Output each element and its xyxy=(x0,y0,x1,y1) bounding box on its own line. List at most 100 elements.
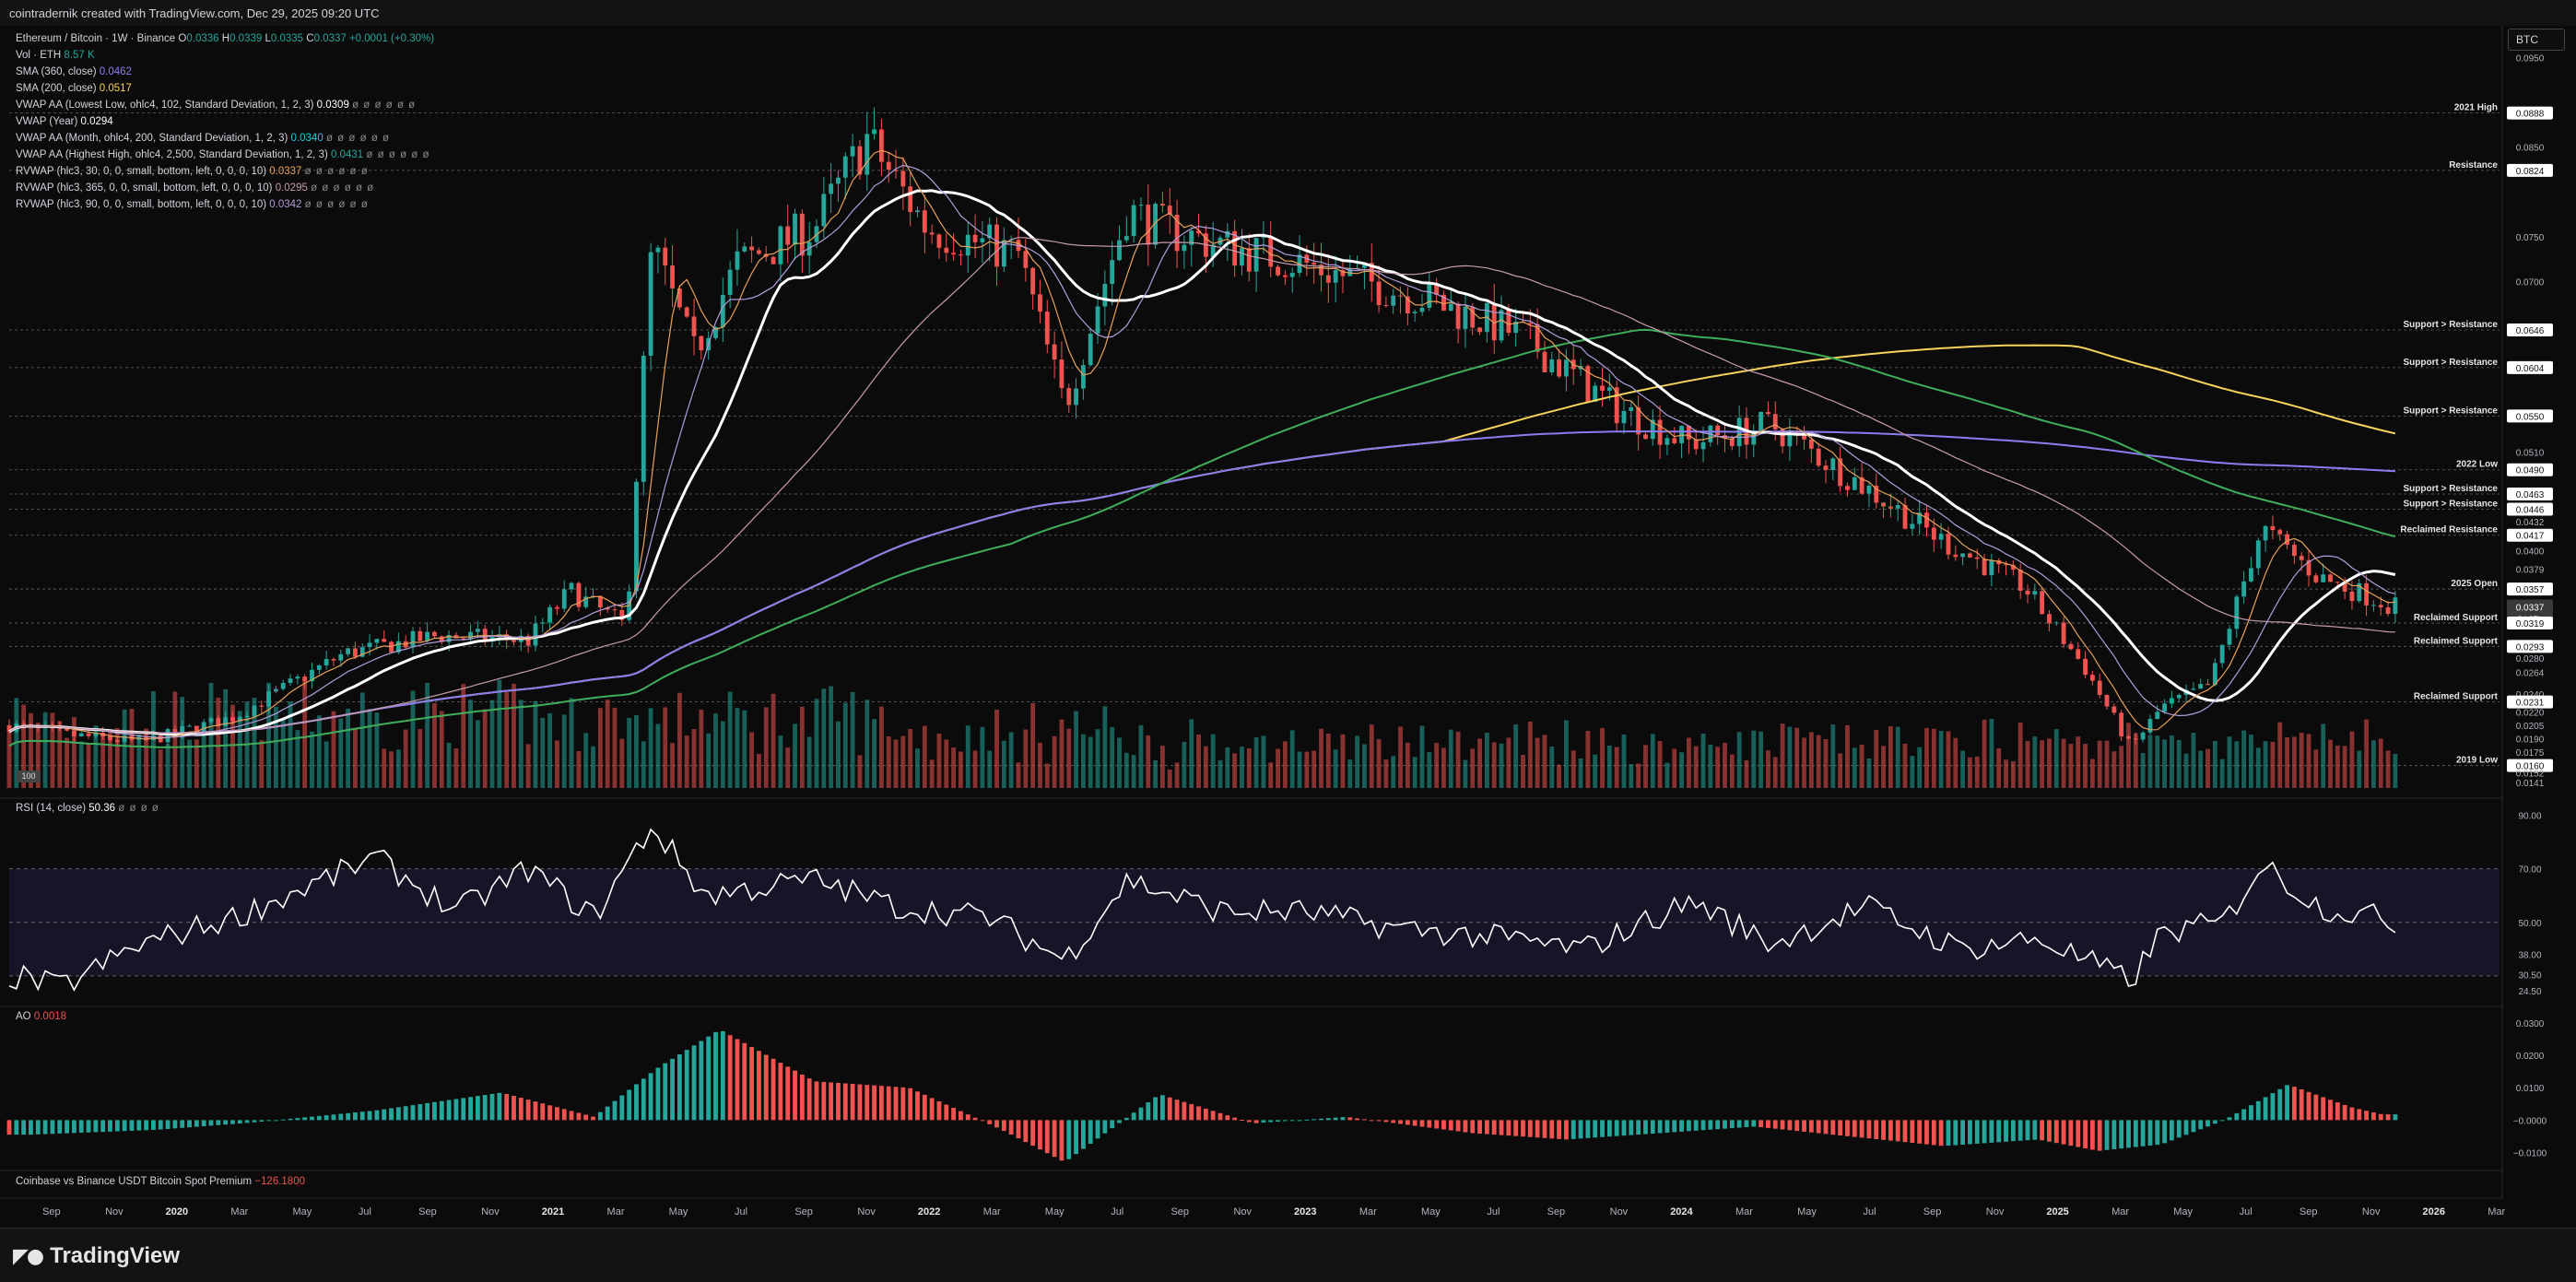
ao-bar xyxy=(1268,1120,1274,1123)
indicator-label: RVWAP (hlc3, 30, 0, 0, small, bottom, le… xyxy=(16,166,267,177)
candle-body xyxy=(576,582,582,607)
candle-body xyxy=(857,146,863,175)
ao-bar xyxy=(540,1103,546,1121)
volume-bar xyxy=(641,741,646,788)
legend-indicator-row[interactable]: SMA (200, close) 0.0517 xyxy=(16,80,434,97)
ao-bar xyxy=(1167,1097,1172,1121)
ao-bar xyxy=(439,1100,444,1121)
x-axis-label: 2022 xyxy=(918,1206,940,1217)
volume-bar xyxy=(461,684,466,788)
volume-bar xyxy=(1405,742,1410,788)
ao-bar xyxy=(1542,1120,1547,1138)
volume-bar xyxy=(1261,735,1266,788)
ao-bar xyxy=(1276,1120,1280,1122)
x-axis-label: Mar xyxy=(983,1206,1001,1217)
rsi-legend[interactable]: RSI (14, close) 50.36 ø ø ø ø xyxy=(16,803,159,814)
ao-bar xyxy=(1700,1120,1706,1131)
candle-body xyxy=(2010,565,2016,570)
volume-bar xyxy=(1549,747,1555,788)
candle-body xyxy=(395,641,401,653)
candle-body xyxy=(1282,275,1288,277)
volume-bar xyxy=(2170,735,2174,788)
legend-indicator-row[interactable]: SMA (360, close) 0.0462 xyxy=(16,64,434,80)
candle-body xyxy=(482,629,488,641)
candle-body xyxy=(2198,684,2204,689)
volume-bar xyxy=(699,710,704,788)
ao-bar xyxy=(1643,1120,1648,1135)
volume-bar xyxy=(1297,751,1302,788)
currency-button[interactable]: BTC xyxy=(2508,29,2565,51)
x-axis-label: Sep xyxy=(1170,1206,1189,1217)
level-label: 2022 Low xyxy=(2456,460,2498,470)
ao-bar xyxy=(180,1120,185,1128)
volume-bar xyxy=(122,709,127,788)
ao-bar xyxy=(2299,1088,2304,1121)
price-tick-label: 0.0160 xyxy=(2516,762,2545,772)
ao-bar xyxy=(273,1120,278,1122)
volume-bar xyxy=(2371,740,2376,788)
ao-bar xyxy=(86,1120,91,1133)
candle-body xyxy=(1593,385,1598,402)
chart-canvas[interactable]: 2021 High Resistance Support > Resistance S… xyxy=(0,26,2576,1228)
ao-bar xyxy=(2342,1104,2347,1121)
volume-bar xyxy=(2104,740,2110,788)
ao-bar xyxy=(2004,1120,2008,1142)
ao-bar xyxy=(1715,1120,1721,1130)
ao-bar xyxy=(1304,1119,1310,1121)
ao-bar xyxy=(1693,1120,1699,1131)
volume-bar xyxy=(1708,744,1713,788)
ao-bar xyxy=(2285,1085,2289,1121)
legend-volume-row[interactable]: Vol · ETH 8.57 K xyxy=(16,47,434,64)
rvwap-30-line xyxy=(8,149,2395,740)
candle-body xyxy=(2342,582,2347,592)
candle-body xyxy=(2147,719,2153,733)
candle-body xyxy=(2263,525,2268,541)
candle-body xyxy=(453,635,459,639)
candle-body xyxy=(1700,441,1706,450)
legend-indicator-row[interactable]: RVWAP (hlc3, 365, 0, 0, small, bottom, l… xyxy=(16,180,434,196)
ohlc-open: 0.0336 xyxy=(186,33,219,44)
price-tick-label: 0.0850 xyxy=(2516,144,2545,154)
premium-legend[interactable]: Coinbase vs Binance USDT Bitcoin Spot Pr… xyxy=(16,1176,305,1187)
volume-bar xyxy=(1210,734,1216,788)
ao-bar xyxy=(2104,1120,2110,1150)
candle-body xyxy=(1614,387,1619,424)
volume-bar xyxy=(1780,723,1785,788)
legend-indicator-row[interactable]: VWAP AA (Highest High, ohlc4, 2,500, Sta… xyxy=(16,147,434,163)
candle-body xyxy=(2061,622,2066,644)
candle-body xyxy=(1513,321,1519,334)
candle-body xyxy=(1023,251,1029,268)
volume-badge[interactable]: 100 xyxy=(17,770,41,782)
legend-indicator-row[interactable]: VWAP AA (Month, ohlc4, 200, Standard Dev… xyxy=(16,130,434,147)
ao-bar xyxy=(1787,1120,1793,1131)
volume-bar xyxy=(1643,745,1648,788)
volume-bar xyxy=(1585,730,1591,788)
candle-body xyxy=(757,250,761,254)
legend-indicator-row[interactable]: VWAP AA (Lowest Low, ohlc4, 102, Standar… xyxy=(16,97,434,113)
volume-bar xyxy=(1686,737,1691,788)
candle-body xyxy=(612,609,618,611)
candle-body xyxy=(1759,411,1764,430)
volume-bar xyxy=(223,688,229,788)
candle-body xyxy=(959,254,963,256)
volume-bar xyxy=(2227,736,2232,788)
ao-bar xyxy=(2357,1109,2362,1121)
level-label: Support > Resistance xyxy=(2403,406,2498,416)
legend-indicator-row[interactable]: RVWAP (hlc3, 90, 0, 0, small, bottom, le… xyxy=(16,196,434,213)
legend-indicator-row[interactable]: RVWAP (hlc3, 30, 0, 0, small, bottom, le… xyxy=(16,163,434,180)
ao-legend[interactable]: AO 0.0018 xyxy=(16,1011,66,1022)
ao-bar xyxy=(1419,1120,1425,1127)
ao-bar xyxy=(512,1096,516,1121)
legend-indicator-row[interactable]: VWAP (Year) 0.0294 xyxy=(16,113,434,130)
candle-body xyxy=(1146,205,1151,245)
volume-bar xyxy=(1650,734,1655,788)
symbol-name[interactable]: Ethereum / Bitcoin · 1W · Binance xyxy=(16,33,176,44)
ao-bar xyxy=(504,1093,510,1121)
volume-bar xyxy=(1808,732,1814,788)
candle-body xyxy=(1398,295,1403,297)
ao-bar xyxy=(1593,1120,1598,1138)
candle-body xyxy=(691,316,697,336)
candle-body xyxy=(1693,439,1699,450)
tradingview-logo[interactable]: ◤● TradingView xyxy=(13,1243,180,1269)
ao-bar xyxy=(194,1120,199,1127)
